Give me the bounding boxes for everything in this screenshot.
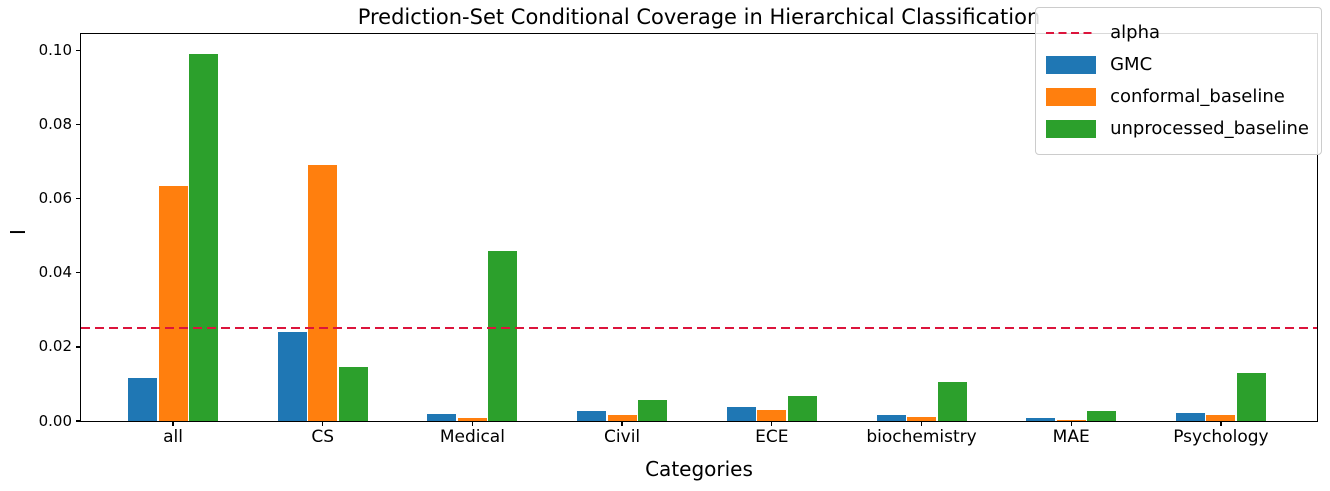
bar-unprocessed_baseline-CS: [338, 367, 368, 421]
legend-row-conformal_baseline: conformal_baseline: [1046, 81, 1309, 113]
legend-label: alpha: [1110, 22, 1161, 43]
x-tick-mark: [172, 421, 174, 426]
legend-dashed-line-sample: [1046, 31, 1097, 35]
bar-unprocessed_baseline-ECE: [787, 395, 817, 421]
y-tick-label: 0.08: [38, 115, 72, 134]
legend-row-GMC: GMC: [1046, 49, 1309, 81]
y-tick-label: 0.00: [38, 411, 72, 430]
y-tick-label: 0.02: [38, 337, 72, 356]
y-tick-label: 0.06: [38, 189, 72, 208]
x-tick-mark: [1070, 421, 1072, 426]
bar-unprocessed_baseline-all: [189, 54, 218, 421]
x-tick-mark: [621, 421, 623, 426]
y-tick-mark: [76, 123, 81, 126]
legend-color-patch: [1046, 120, 1097, 138]
bar-unprocessed_baseline-biochemistry: [937, 382, 967, 421]
legend-row-alpha: alpha: [1046, 17, 1309, 49]
bar-GMC-Psychology: [1175, 412, 1205, 421]
bar-GMC-MAE: [1026, 418, 1056, 421]
bar-conformal_baseline-biochemistry: [907, 417, 936, 421]
x-tick-mark: [920, 421, 923, 426]
bar-GMC-CS: [277, 332, 307, 421]
x-tick-mark: [471, 421, 474, 426]
bar-GMC-Civil: [577, 410, 607, 421]
y-tick-mark: [76, 420, 81, 422]
x-tick-mark: [322, 421, 324, 426]
alpha-reference-line: [81, 327, 1317, 330]
legend-row-unprocessed_baseline: unprocessed_baseline: [1046, 113, 1309, 145]
y-tick-label: 0.04: [38, 263, 72, 282]
bar-conformal_baseline-MAE: [1056, 419, 1086, 421]
legend-label: GMC: [1110, 54, 1153, 75]
bar-unprocessed_baseline-MAE: [1087, 410, 1117, 421]
bar-unprocessed_baseline-Psychology: [1236, 372, 1266, 421]
bar-unprocessed_baseline-Civil: [638, 399, 668, 421]
y-tick-mark: [76, 198, 81, 200]
legend-label: conformal_baseline: [1110, 86, 1285, 107]
legend: alpha GMC conformal_baseline unprocessed_ba…: [1035, 7, 1322, 155]
x-tick-label-Psychology: Psychology: [1173, 427, 1269, 447]
x-tick-label-all: all: [163, 427, 183, 447]
bar-GMC-ECE: [726, 407, 756, 421]
bar-conformal_baseline-all: [158, 185, 188, 421]
x-tick-label-ECE: ECE: [755, 427, 789, 447]
bar-conformal_baseline-CS: [308, 165, 338, 421]
x-tick-label-MAE: MAE: [1052, 427, 1090, 447]
y-tick-mark: [76, 49, 81, 52]
x-tick-label-CS: CS: [311, 427, 335, 447]
bar-unprocessed_baseline-Medical: [488, 250, 518, 421]
legend-label: unprocessed_baseline: [1110, 118, 1309, 139]
legend-color-patch: [1046, 56, 1097, 74]
y-tick-mark: [76, 272, 81, 274]
bar-conformal_baseline-Psychology: [1206, 415, 1236, 421]
bar-conformal_baseline-Medical: [457, 418, 487, 421]
y-tick-label: 0.10: [38, 41, 72, 60]
legend-color-patch: [1046, 88, 1097, 106]
bar-GMC-Medical: [427, 413, 457, 421]
bar-GMC-all: [128, 378, 157, 421]
x-tick-mark: [1220, 421, 1222, 426]
x-tick-label-biochemistry: biochemistry: [866, 427, 977, 447]
y-tick-mark: [76, 346, 81, 348]
x-tick-label-Civil: Civil: [604, 427, 641, 447]
bar-conformal_baseline-Civil: [607, 415, 637, 421]
x-tick-label-Medical: Medical: [439, 427, 505, 447]
bar-conformal_baseline-ECE: [757, 409, 787, 421]
chart-title: Prediction-Set Conditional Coverage in H…: [357, 5, 1041, 29]
bar-GMC-biochemistry: [876, 415, 906, 421]
x-axis-label: Categories: [645, 457, 753, 481]
x-tick-mark: [771, 421, 773, 426]
y-axis-label: I: [6, 229, 30, 235]
